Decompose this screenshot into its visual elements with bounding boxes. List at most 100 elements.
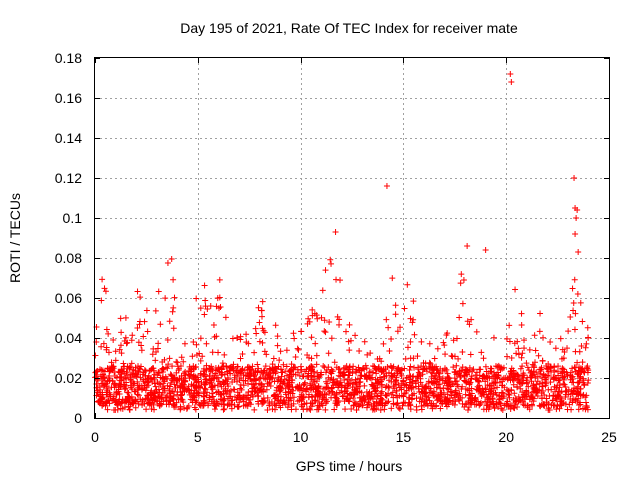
data-point	[127, 363, 134, 370]
data-point	[243, 392, 250, 399]
data-point	[525, 367, 532, 374]
data-point	[555, 392, 562, 399]
data-point	[144, 392, 151, 399]
data-point	[262, 363, 269, 370]
data-point	[215, 366, 222, 373]
data-point	[328, 385, 335, 392]
data-point	[495, 399, 502, 406]
data-point	[457, 280, 464, 287]
data-point	[241, 367, 248, 374]
data-point	[234, 389, 241, 396]
data-point	[407, 363, 414, 370]
data-point	[559, 346, 566, 353]
data-point	[569, 373, 576, 380]
data-point	[100, 384, 107, 391]
data-point	[92, 374, 99, 381]
data-point	[521, 345, 528, 352]
data-point	[515, 398, 522, 405]
data-point	[281, 376, 288, 383]
data-point	[134, 324, 141, 331]
data-point	[312, 397, 319, 404]
data-point	[409, 319, 416, 326]
data-point	[114, 398, 121, 405]
data-point	[224, 402, 231, 409]
data-point	[102, 288, 109, 295]
data-point	[464, 371, 471, 378]
data-point	[534, 392, 541, 399]
y-axis-ticks: 0 0.02 0.04 0.06 0.08 0.1 0.12 0.14 0.16 0.18	[55, 50, 609, 426]
data-point	[293, 384, 300, 391]
data-point	[396, 392, 403, 399]
data-point	[528, 378, 535, 385]
data-point	[197, 305, 204, 312]
data-point	[338, 382, 345, 389]
data-point	[378, 390, 385, 397]
data-point	[439, 398, 446, 405]
data-point	[252, 325, 259, 332]
data-point	[116, 346, 123, 353]
data-point	[393, 401, 400, 408]
data-point	[401, 390, 408, 397]
data-point	[305, 315, 312, 322]
data-point	[439, 377, 446, 384]
data-point	[560, 380, 567, 387]
data-point	[267, 383, 274, 390]
data-point	[285, 394, 292, 401]
data-point	[254, 392, 261, 399]
data-point	[193, 397, 200, 404]
data-point	[419, 371, 426, 378]
x-axis-ticks: 0 5 10 15 20 25	[91, 58, 617, 445]
data-point	[347, 392, 354, 399]
data-point	[167, 379, 174, 386]
data-point	[453, 362, 460, 369]
data-point	[510, 396, 517, 403]
data-point	[487, 382, 494, 389]
data-point	[141, 382, 148, 389]
data-point	[201, 311, 208, 318]
data-point	[190, 339, 197, 346]
data-point	[271, 378, 278, 385]
data-point	[383, 183, 390, 189]
data-point	[557, 398, 564, 405]
data-point	[582, 399, 589, 406]
data-point	[467, 379, 474, 386]
data-point	[419, 382, 426, 389]
data-point	[112, 381, 119, 388]
data-point	[556, 384, 563, 391]
data-point	[440, 389, 447, 396]
data-point	[539, 357, 546, 364]
data-point	[164, 392, 171, 399]
data-point	[584, 369, 591, 376]
data-point	[220, 406, 227, 413]
data-point	[334, 313, 341, 320]
data-point	[526, 406, 533, 413]
data-point	[226, 370, 233, 377]
data-point	[371, 393, 378, 400]
data-point	[331, 379, 338, 386]
data-point	[331, 359, 338, 366]
data-point	[526, 346, 533, 353]
data-point	[350, 363, 357, 370]
data-point	[172, 385, 179, 392]
data-point	[507, 71, 514, 77]
data-point	[99, 276, 106, 283]
data-point	[323, 369, 330, 376]
data-point	[452, 398, 459, 405]
plot-frame	[94, 57, 610, 419]
data-point	[564, 371, 571, 378]
data-point	[500, 364, 507, 371]
data-point	[166, 318, 173, 325]
data-point	[274, 342, 281, 349]
data-point	[98, 297, 105, 304]
data-point	[362, 396, 369, 403]
data-point	[98, 343, 105, 350]
data-point	[569, 285, 576, 292]
data-point	[237, 395, 244, 402]
data-point	[178, 373, 185, 380]
x-tick-label: 20	[498, 429, 514, 445]
data-point	[211, 371, 218, 378]
data-point	[152, 383, 159, 390]
data-point	[159, 374, 166, 381]
data-point	[583, 340, 590, 347]
data-point	[383, 372, 390, 379]
